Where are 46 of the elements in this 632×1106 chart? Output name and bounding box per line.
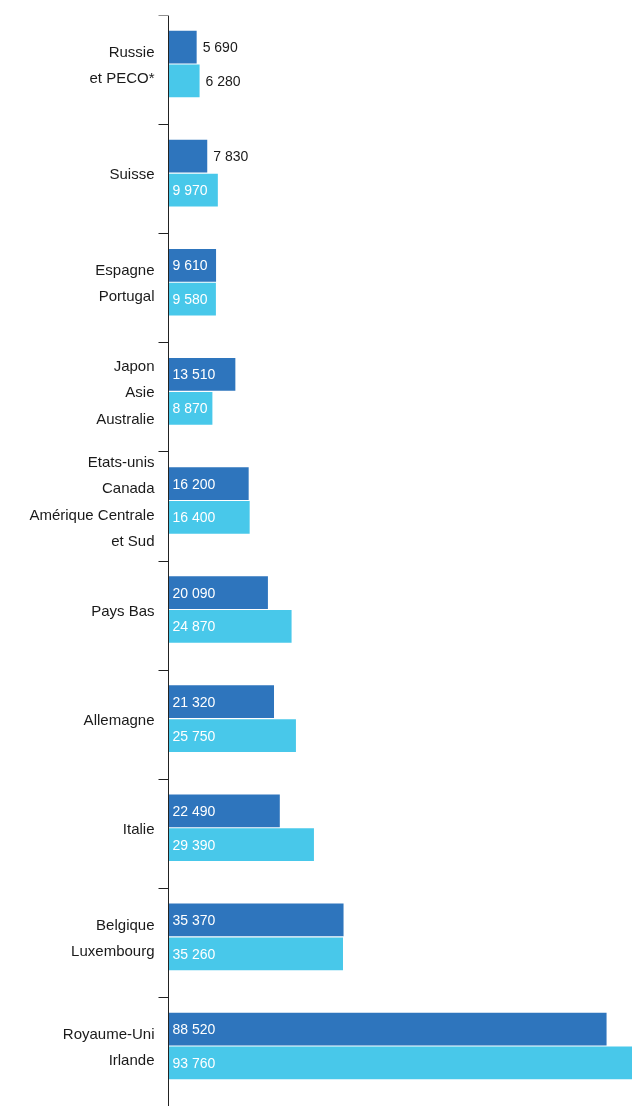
y-tick-label: Royaume-Uni Irlande [62, 1024, 155, 1069]
bar [168, 685, 275, 719]
data-label: 16 200 [172, 475, 216, 492]
data-label: 9 610 [172, 257, 208, 274]
y-tick-label: Suisse [109, 165, 155, 183]
data-label: 24 870 [172, 618, 216, 635]
bar [168, 358, 236, 391]
data-label: 21 320 [172, 693, 216, 710]
bar [168, 937, 343, 971]
data-label: 29 390 [172, 836, 216, 853]
data-label: 20 090 [172, 584, 216, 601]
y-tick-label: Italie [122, 819, 155, 837]
y-tick-label: Russie et PECO* [89, 42, 155, 87]
bar [168, 903, 344, 937]
data-label: 35 260 [172, 945, 216, 962]
data-label: 9 970 [172, 182, 208, 199]
bar [168, 500, 250, 534]
bar [168, 1046, 632, 1080]
data-label: 93 760 [172, 1054, 216, 1071]
y-tick-label: Japon Asie Australie [96, 357, 155, 427]
bar [168, 30, 197, 64]
data-label: 35 370 [172, 911, 216, 928]
bar [168, 828, 314, 862]
data-label: 6 280 [205, 72, 241, 89]
bar [168, 719, 296, 752]
data-label: 13 510 [172, 366, 216, 383]
data-label: 9 580 [172, 291, 208, 308]
bar [168, 467, 249, 500]
bar [168, 576, 268, 609]
data-label: 7 830 [213, 148, 249, 165]
y-tick-label: Pays Bas [91, 601, 155, 619]
data-label: 16 400 [172, 509, 216, 526]
y-tick-label: Belgique Luxembourg [71, 915, 155, 960]
y-tick-label: Allemagne [83, 710, 155, 728]
data-label: 5 690 [202, 39, 238, 56]
bar [168, 794, 280, 828]
bar [168, 64, 200, 98]
data-label: 88 520 [172, 1021, 216, 1038]
y-tick-label: Etats-unis Canada Amérique Centrale et Sud [29, 452, 156, 550]
data-label: 22 490 [172, 802, 216, 819]
bar [168, 139, 208, 173]
bar [168, 610, 292, 643]
data-label: 8 870 [172, 400, 208, 417]
bar [168, 1012, 607, 1046]
data-label: 25 750 [172, 727, 216, 744]
y-tick-label: Espagne Portugal [95, 261, 155, 305]
